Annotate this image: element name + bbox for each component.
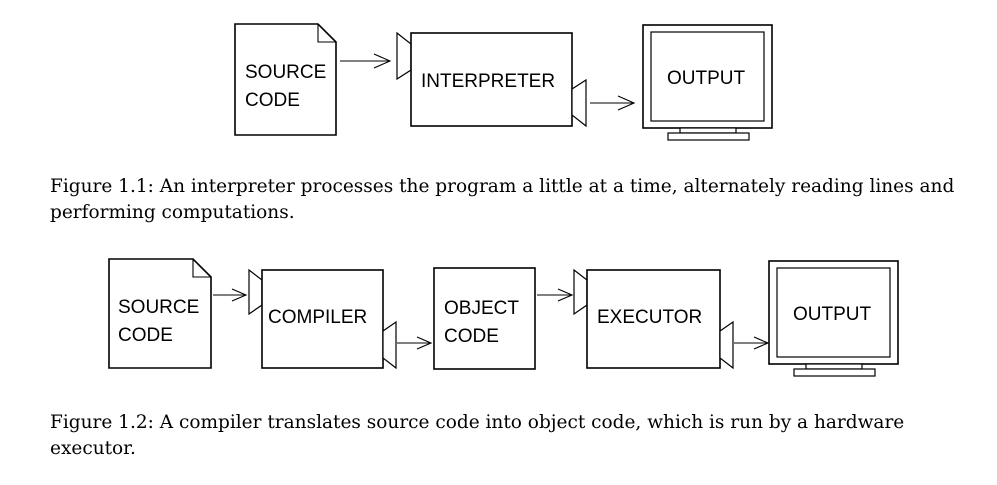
interpreter-label: INTERPRETER — [421, 71, 555, 92]
object-code-box: OBJECT CODE — [433, 267, 536, 370]
figure-1-2: SOURCE CODE COMPILER OBJECT CODE — [108, 258, 899, 377]
executor-box: EXECUTOR — [586, 269, 721, 369]
arrow-compiler-to-object-code — [397, 336, 433, 350]
executor-label: EXECUTOR — [597, 307, 702, 328]
compiler-label: COMPILER — [268, 307, 367, 328]
compiler-output-port — [382, 320, 397, 370]
compiler-box: COMPILER — [261, 269, 384, 369]
executor-output-port — [719, 320, 734, 370]
figure-1-2-caption: Figure 1.2: A compiler translates source… — [50, 412, 905, 459]
output-monitor: OUTPUT — [642, 24, 773, 141]
source-code-label-line2: CODE — [245, 90, 300, 111]
source-code-document-2: SOURCE CODE — [108, 258, 212, 369]
arrow-executor-to-output — [734, 336, 770, 350]
source-code-label-line1: SOURCE — [245, 62, 326, 83]
interpreter-output-port — [571, 78, 587, 128]
figure-1-1: SOURCE CODE INTERPRETER OUTPUT — [234, 23, 773, 141]
arrow-source-to-interpreter — [340, 53, 392, 69]
output-label: OUTPUT — [667, 68, 746, 89]
object-code-label-line1: OBJECT — [444, 298, 519, 319]
object-code-label-line2: CODE — [444, 326, 499, 347]
source-code-2-label-line2: CODE — [118, 325, 173, 346]
figure-1-1-caption: Figure 1.1: An interpreter processes the… — [50, 176, 955, 223]
arrow-object-code-to-executor — [537, 288, 574, 302]
arrow-source-to-compiler — [213, 288, 248, 302]
source-code-2-label-line1: SOURCE — [118, 297, 199, 318]
executor-input-port — [573, 268, 588, 316]
output-monitor-2: OUTPUT — [768, 260, 899, 377]
compiler-input-port — [248, 268, 263, 316]
source-code-document: SOURCE CODE — [234, 23, 337, 136]
interpreter-box: INTERPRETER — [410, 32, 573, 127]
output-2-label: OUTPUT — [793, 304, 872, 325]
arrow-interpreter-to-output — [590, 95, 636, 111]
interpreter-input-port — [396, 31, 412, 81]
